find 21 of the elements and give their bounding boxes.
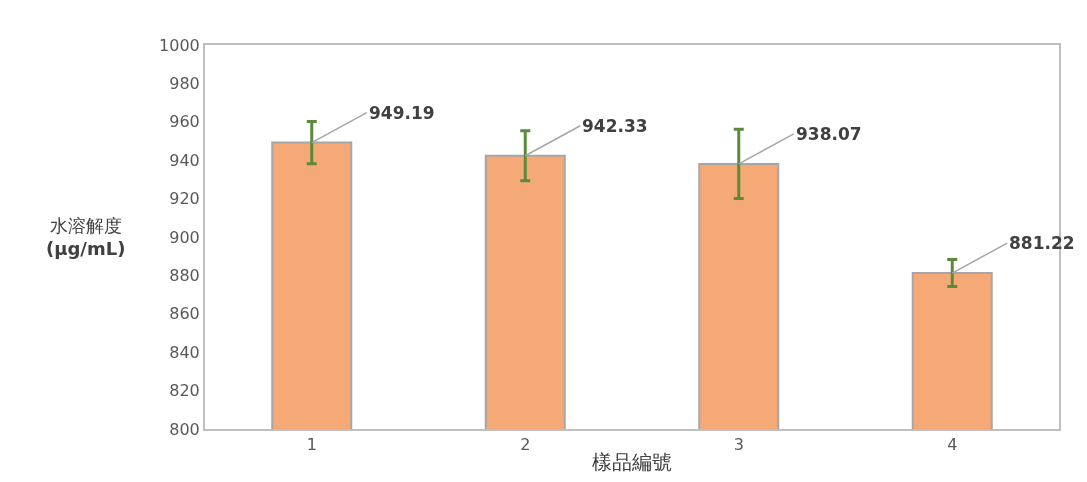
data-label: 881.22 [1009,233,1075,253]
y-tick-label: 960 [169,112,200,132]
x-tick-label: 2 [520,435,531,455]
x-tick-label: 3 [733,435,744,455]
y-tick-label: 920 [169,189,200,209]
y-tick-label: 900 [169,227,200,247]
data-label: 942.33 [582,116,648,136]
y-tick-label: 860 [169,304,200,324]
y-tick-label: 840 [169,342,200,362]
y-axis-title: 水溶解度 (µg/mL) [46,215,126,260]
y-tick-label: 800 [169,419,200,439]
data-label: 938.07 [796,124,862,144]
y-tick-label: 980 [169,74,200,93]
y-tick-label: 1000 [159,35,200,55]
x-tick-label: 4 [947,435,958,455]
y-tick-label: 880 [169,266,200,285]
y-tick-label: 940 [169,150,200,170]
x-axis-title: 樣品編號 [592,450,672,475]
data-label: 949.19 [369,103,435,123]
y-tick-label: 820 [169,381,200,401]
x-tick-label: 1 [306,435,317,455]
